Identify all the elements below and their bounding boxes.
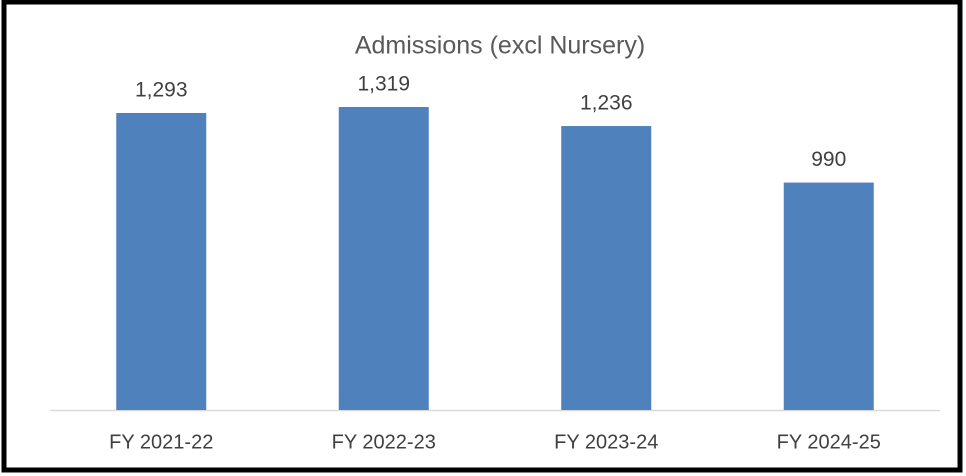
bar (116, 112, 207, 410)
bar (338, 107, 429, 410)
x-tick-label: FY 2024-25 (777, 431, 881, 453)
data-label: 990 (811, 148, 846, 171)
data-label: 1,319 (357, 73, 410, 96)
chart-title: Admissions (excl Nursery) (355, 32, 645, 60)
bar (561, 126, 652, 411)
x-tick-label: FY 2021-22 (109, 431, 213, 453)
bar (783, 182, 874, 410)
data-label: 1,236 (580, 92, 633, 115)
data-label: 1,293 (135, 79, 188, 102)
x-tick-label: FY 2022-23 (332, 431, 436, 453)
x-tick-label: FY 2023-24 (554, 431, 658, 453)
